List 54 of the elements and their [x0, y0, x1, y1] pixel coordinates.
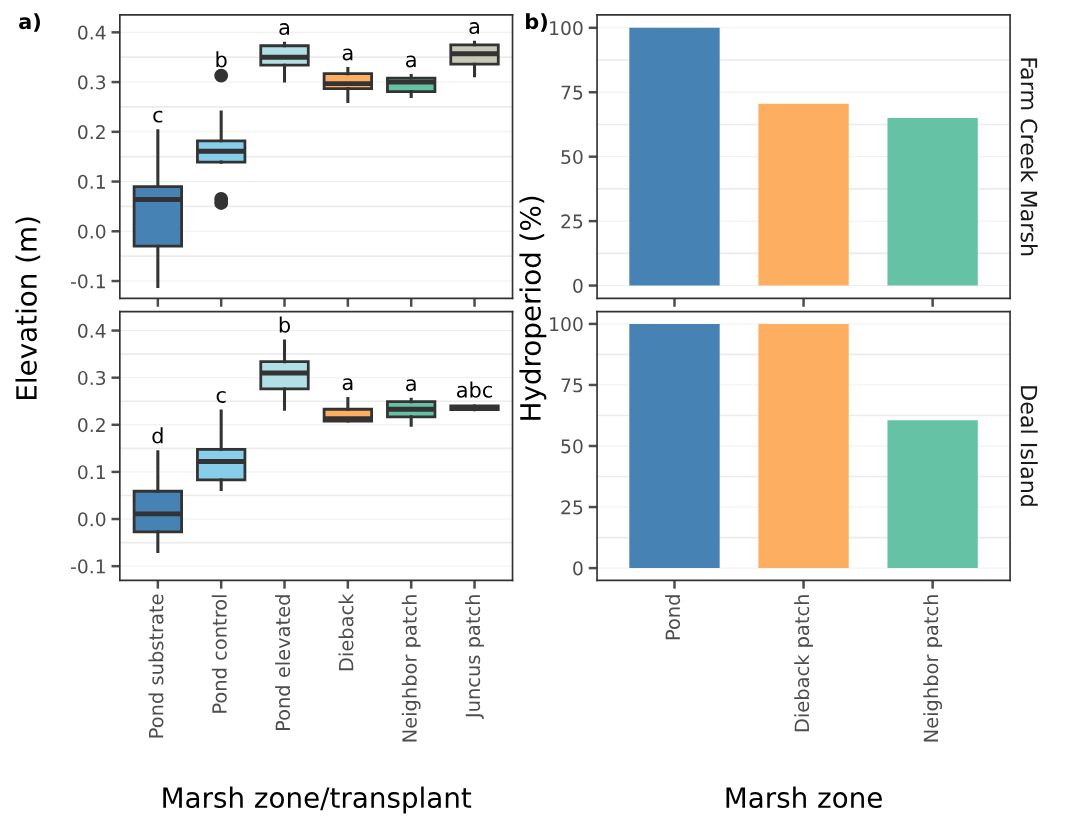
x-tick-label: Neighbor patch [923, 595, 943, 742]
annotation: d [152, 427, 163, 444]
y-axis-title: Hydroperiod (%) [519, 196, 547, 420]
bar [629, 27, 720, 286]
y-tick-label: 50 [561, 439, 583, 454]
bar [758, 103, 849, 286]
x-tick-label: Juncus patch [465, 595, 484, 720]
y-tick-label: 100 [550, 21, 583, 36]
y-tick-label: 75 [561, 378, 583, 393]
y-tick-label: 0.1 [78, 465, 105, 480]
y-tick-label: 75 [561, 85, 583, 100]
y-tick-label: 0.3 [78, 75, 106, 90]
y-tick-label: 0.0 [78, 224, 106, 239]
annotation: b [279, 316, 290, 333]
y-tick-label: 100 [550, 317, 583, 332]
y-axis-title: Elevation (m) [15, 217, 41, 399]
y2-axis-title: Deal Island [1020, 386, 1038, 506]
annotation: b [216, 51, 227, 68]
y-tick-label: 0.4 [78, 323, 106, 338]
y-tick-label: 25 [561, 500, 583, 515]
y-tick-label: 0 [573, 561, 583, 576]
annotation: c [153, 110, 163, 123]
y-tick-label: 0.2 [78, 418, 105, 433]
annotation: abc [457, 381, 492, 398]
annotation: a [406, 379, 416, 392]
x-axis-title: Marsh zone/transplant [163, 786, 472, 814]
x-tick-label: Pond [665, 595, 681, 640]
y-tick-label: 0.1 [78, 174, 105, 189]
y-tick-label: 0.3 [78, 370, 106, 386]
y-tick-label: 0.4 [78, 25, 106, 40]
x-tick-label: Pond control [211, 595, 227, 713]
y-tick-label: 25 [561, 214, 583, 229]
bar [887, 118, 978, 286]
y-tick-label: 0.0 [78, 512, 106, 527]
y-tick-label: 0 [573, 278, 583, 293]
annotation: a [342, 48, 353, 61]
x-tick-label: Dieback [338, 593, 354, 671]
annotation: a [469, 22, 480, 35]
x-tick-label: Dieback patch [794, 595, 813, 732]
x-axis-title: Marsh zone [726, 786, 882, 809]
annotation: a [342, 378, 353, 391]
y2-axis-title: Farm Creek Marsh [1020, 58, 1038, 256]
annotation: a [406, 55, 416, 68]
x-tick-label: Pond elevated [275, 595, 291, 731]
y-tick-label: 50 [561, 149, 583, 165]
annotation: c [216, 390, 226, 403]
x-tick-label: Pond substrate [148, 594, 164, 738]
y-tick-label: -0.1 [70, 559, 105, 574]
y-tick-label: 0.2 [78, 125, 105, 140]
annotation: a [279, 23, 290, 36]
y-tick-label: -0.1 [70, 274, 105, 289]
chart-title: a) [19, 13, 40, 32]
x-tick-label: Neighbor patch [401, 595, 421, 742]
chart-title: b) [526, 13, 547, 32]
